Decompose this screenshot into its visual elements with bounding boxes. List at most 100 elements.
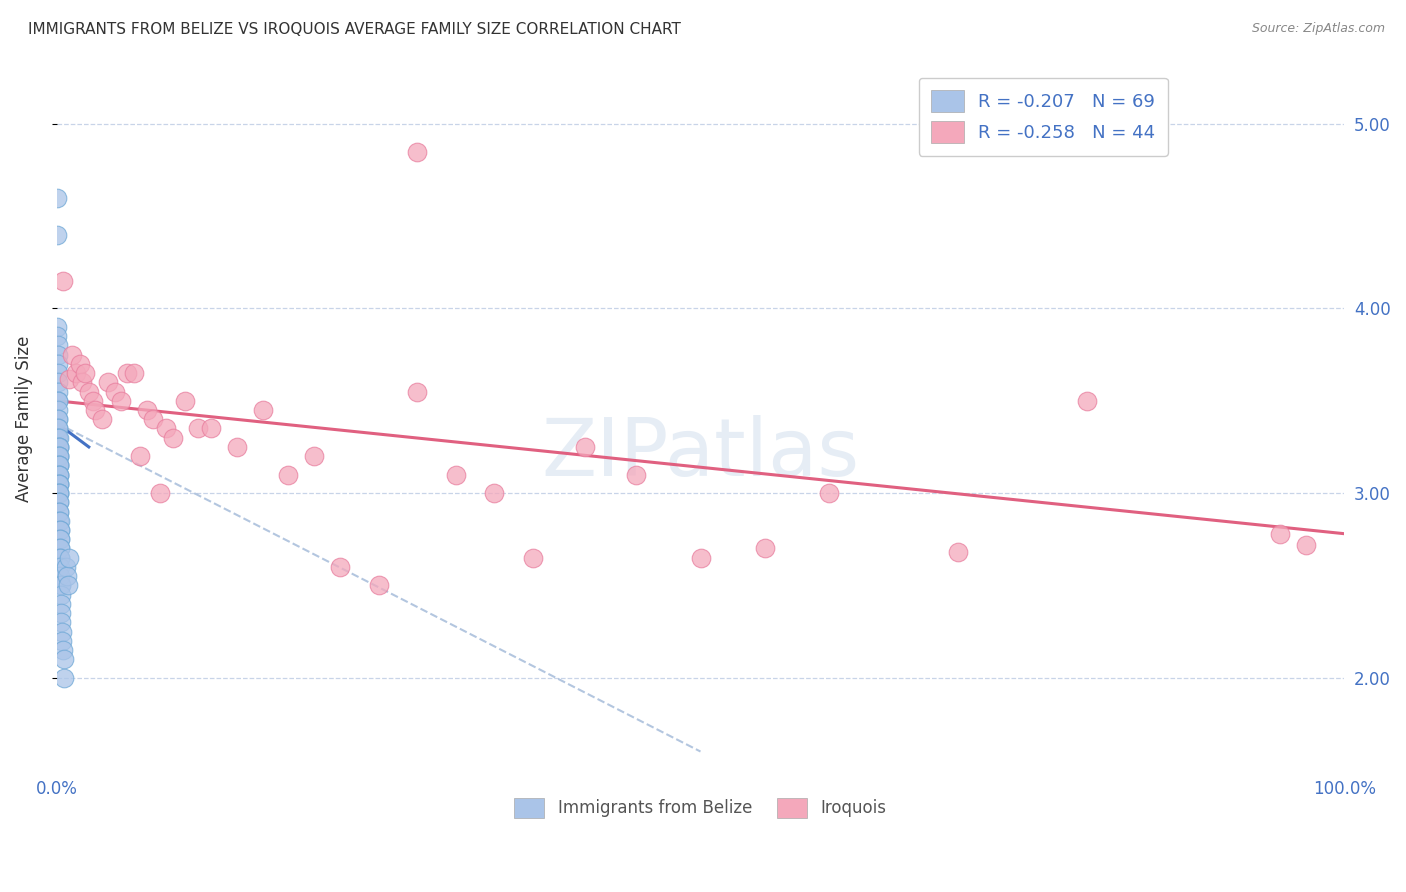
Point: [110, 393, 132, 408]
Point: [48, 504, 70, 518]
Point: [49, 560, 72, 574]
Point: [52, 274, 75, 288]
Point: [49, 533, 72, 547]
Point: [48, 467, 70, 482]
Point: [52, 652, 75, 666]
Point: [1268, 526, 1291, 541]
Point: [48, 495, 70, 509]
Point: [444, 467, 467, 482]
Point: [48, 449, 70, 463]
Point: [69, 357, 91, 371]
Point: [946, 545, 969, 559]
Point: [149, 486, 172, 500]
Point: [48, 458, 70, 473]
Point: [46, 227, 69, 242]
Point: [49, 541, 72, 556]
Point: [49, 588, 72, 602]
Point: [48, 514, 70, 528]
Point: [46, 348, 69, 362]
Point: [49, 578, 72, 592]
Point: [46, 329, 69, 343]
Point: [46, 376, 69, 390]
Point: [77, 384, 100, 399]
Point: [162, 431, 184, 445]
Point: [48, 440, 70, 454]
Point: [302, 449, 325, 463]
Point: [49, 550, 72, 565]
Text: Source: ZipAtlas.com: Source: ZipAtlas.com: [1251, 22, 1385, 36]
Point: [46, 357, 69, 371]
Point: [522, 550, 544, 565]
Point: [484, 486, 506, 500]
Point: [46, 421, 69, 435]
Point: [51, 624, 73, 639]
Point: [52, 643, 75, 657]
Point: [48, 440, 70, 454]
Point: [49, 578, 72, 592]
Point: [60, 348, 83, 362]
Point: [58, 371, 80, 385]
Point: [46, 421, 69, 435]
Point: [329, 560, 352, 574]
Point: [174, 393, 197, 408]
Point: [48, 467, 70, 482]
Point: [406, 145, 429, 159]
Point: [56, 569, 79, 583]
Point: [135, 403, 157, 417]
Point: [48, 486, 70, 500]
Point: [48, 476, 70, 491]
Point: [48, 431, 70, 445]
Y-axis label: Average Family Size: Average Family Size: [15, 336, 32, 502]
Point: [49, 569, 72, 583]
Point: [48, 467, 70, 482]
Point: [53, 671, 76, 685]
Point: [117, 366, 139, 380]
Point: [49, 606, 72, 620]
Point: [82, 393, 104, 408]
Point: [48, 495, 70, 509]
Point: [367, 578, 389, 592]
Point: [46, 403, 69, 417]
Point: [73, 366, 96, 380]
Point: [46, 412, 69, 426]
Point: [48, 514, 70, 528]
Point: [58, 550, 80, 565]
Point: [49, 533, 72, 547]
Legend: Immigrants from Belize, Iroquois: Immigrants from Belize, Iroquois: [508, 791, 893, 825]
Point: [624, 467, 647, 482]
Point: [46, 393, 69, 408]
Point: [46, 384, 69, 399]
Point: [187, 421, 209, 435]
Point: [48, 458, 70, 473]
Point: [155, 421, 177, 435]
Text: ZIPatlas: ZIPatlas: [541, 416, 859, 493]
Point: [65, 366, 87, 380]
Point: [754, 541, 776, 556]
Point: [51, 615, 73, 630]
Point: [818, 486, 841, 500]
Point: [142, 412, 165, 426]
Point: [49, 550, 72, 565]
Point: [72, 376, 94, 390]
Point: [48, 449, 70, 463]
Point: [406, 384, 429, 399]
Point: [49, 597, 72, 611]
Point: [122, 366, 145, 380]
Point: [48, 504, 70, 518]
Point: [1076, 393, 1098, 408]
Point: [48, 486, 70, 500]
Point: [46, 412, 69, 426]
Point: [90, 412, 112, 426]
Point: [48, 523, 70, 537]
Point: [574, 440, 596, 454]
Point: [49, 541, 72, 556]
Point: [48, 476, 70, 491]
Point: [277, 467, 299, 482]
Point: [45, 191, 67, 205]
Point: [46, 320, 69, 334]
Point: [48, 440, 70, 454]
Point: [200, 421, 222, 435]
Point: [689, 550, 711, 565]
Point: [129, 449, 152, 463]
Point: [55, 560, 77, 574]
